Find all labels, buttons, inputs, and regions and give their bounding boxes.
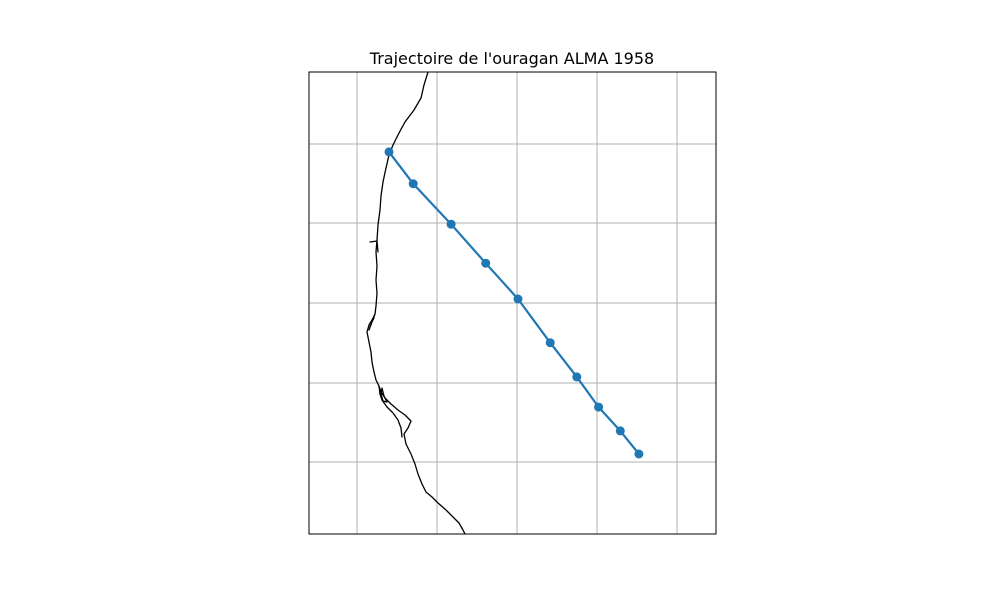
track-point	[594, 402, 604, 412]
track-point	[545, 338, 555, 348]
track-line	[387, 150, 641, 456]
lagoon-path	[380, 387, 388, 403]
coastline	[366, 71, 466, 535]
hurricane-track	[384, 147, 644, 459]
track-point	[481, 258, 491, 268]
track-point	[446, 219, 456, 229]
map-title: Trajectoire de l'ouragan ALMA 1958	[369, 49, 654, 68]
spit-path	[368, 313, 376, 331]
coastline-path	[366, 71, 466, 535]
track-point	[384, 147, 394, 157]
track-point	[615, 426, 625, 436]
inlet-path	[369, 240, 379, 253]
track-point	[572, 372, 582, 382]
track-point	[513, 294, 523, 304]
coastline-inner-path	[378, 385, 403, 438]
gridlines	[309, 72, 716, 534]
map-frame	[308, 71, 717, 535]
track-point	[634, 449, 644, 459]
track-point	[408, 179, 418, 189]
